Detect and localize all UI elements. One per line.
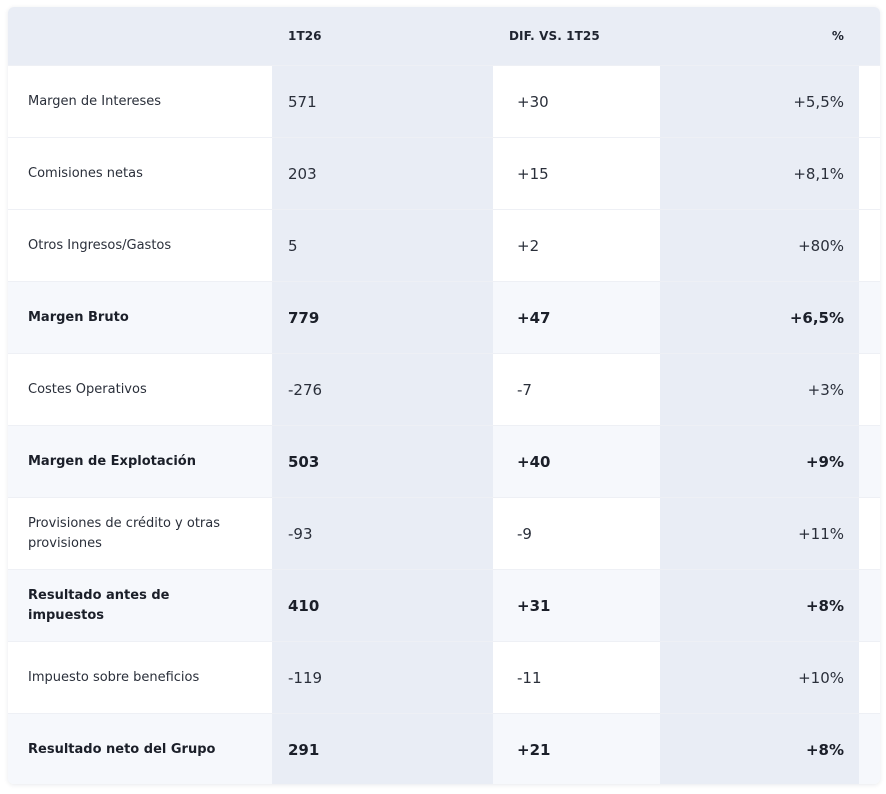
value-1t26: -276 [288,381,323,399]
column-band-percent [660,210,859,282]
column-band-1t26 [272,714,493,784]
column-band-1t26 [272,570,493,642]
column-band-percent [660,642,859,714]
row-label: Comisiones netas [28,166,143,181]
table-row: Margen de Intereses 571 +30 +5,5% [8,65,880,138]
value-1t26: -93 [288,525,313,543]
row-label: Otros Ingresos/Gastos [28,238,172,253]
value-percent: +80% [798,237,844,255]
table-header: 1T26 DIF. VS. 1T25 % [8,7,880,65]
column-band-percent [660,138,859,210]
value-1t26: 503 [288,453,320,471]
column-band-1t26 [272,498,493,570]
value-diff-vs-1t25: -11 [517,669,542,687]
table-row: Margen Bruto 779 +47 +6,5% [8,281,880,354]
value-diff-vs-1t25: +21 [517,741,551,759]
value-percent: +11% [798,525,844,543]
column-band-1t26 [272,426,493,498]
column-band-1t26 [272,642,493,714]
value-percent: +5,5% [793,93,844,111]
column-band-percent [660,66,859,138]
value-percent: +9% [805,453,844,471]
value-diff-vs-1t25: +40 [517,453,551,471]
value-diff-vs-1t25: +15 [517,165,549,183]
value-1t26: 291 [288,741,320,759]
value-1t26: 203 [288,165,317,183]
column-band-percent [660,714,859,784]
value-diff-vs-1t25: -9 [517,525,532,543]
results-table: 1T26 DIF. VS. 1T25 % Margen de Intereses… [8,7,880,784]
column-band-percent [660,282,859,354]
column-band-percent [660,354,859,426]
column-band-percent [660,498,859,570]
table-row: Margen de Explotación 503 +40 +9% [8,425,880,498]
value-percent: +3% [807,381,844,399]
table-row: Resultado antes de impuestos 410 +31 +8% [8,569,880,642]
value-1t26: 5 [288,237,298,255]
value-diff-vs-1t25: -7 [517,381,532,399]
column-band-percent [660,426,859,498]
table-row: Impuesto sobre beneficios -119 -11 +10% [8,641,880,714]
column-band-1t26 [272,210,493,282]
column-header-percent: % [831,29,844,43]
column-band-1t26 [272,282,493,354]
column-band-1t26 [272,354,493,426]
table-row: Resultado neto del Grupo 291 +21 +8% [8,713,880,784]
value-1t26: 571 [288,93,317,111]
table-row: Costes Operativos -276 -7 +3% [8,353,880,426]
value-percent: +6,5% [789,309,844,327]
row-label: Resultado neto del Grupo [28,742,216,757]
value-percent: +8% [805,597,844,615]
value-1t26: 410 [288,597,320,615]
row-label: Margen de Intereses [28,94,162,109]
value-diff-vs-1t25: +2 [517,237,540,255]
column-band-1t26 [272,66,493,138]
column-header-diff: DIF. VS. 1T25 [509,29,600,43]
value-diff-vs-1t25: +47 [517,309,551,327]
column-band-percent [660,570,859,642]
value-percent: +10% [798,669,844,687]
column-band-1t26 [272,138,493,210]
row-label: Resultado antes de impuestos [28,588,170,623]
value-diff-vs-1t25: +30 [517,93,549,111]
row-label: Margen Bruto [28,310,129,325]
table-row: Comisiones netas 203 +15 +8,1% [8,137,880,210]
row-label: Provisiones de crédito y otras provision… [28,516,221,551]
table-row: Otros Ingresos/Gastos 5 +2 +80% [8,209,880,282]
value-percent: +8% [805,741,844,759]
value-diff-vs-1t25: +31 [517,597,551,615]
column-header-1t26: 1T26 [288,29,322,43]
table-row: Provisiones de crédito y otras provision… [8,497,880,570]
value-1t26: 779 [288,309,320,327]
row-label: Impuesto sobre beneficios [28,670,200,685]
value-percent: +8,1% [793,165,844,183]
row-label: Costes Operativos [28,382,147,397]
value-1t26: -119 [288,669,323,687]
row-label: Margen de Explotación [28,454,196,469]
